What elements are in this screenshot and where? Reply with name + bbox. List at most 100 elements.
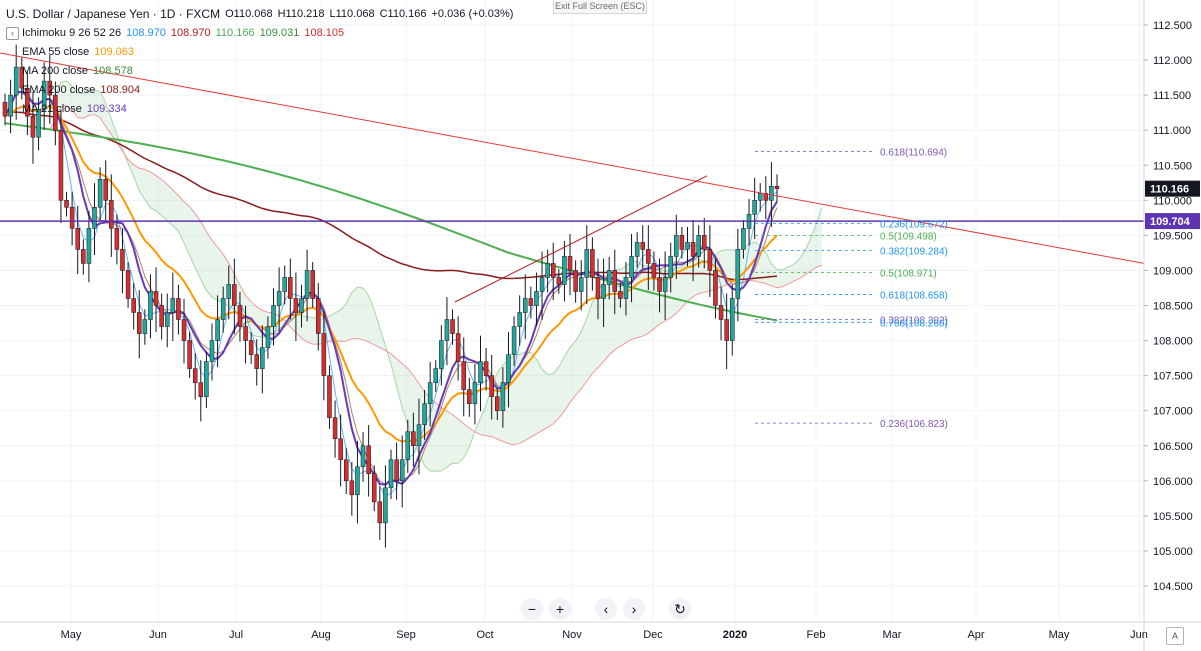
candle-body xyxy=(265,326,271,348)
candle-body xyxy=(220,298,226,320)
indicator-row[interactable]: Ichimoku 9 26 52 26 108.970 108.970 110.166… xyxy=(6,24,518,43)
y-tick-label: 111.500 xyxy=(1153,90,1191,102)
zoom-out-button[interactable]: − xyxy=(521,598,543,620)
candle-body xyxy=(360,445,366,468)
indicator-value: 108.970 xyxy=(126,27,166,39)
candle-body xyxy=(120,249,125,271)
candle-body xyxy=(260,347,265,369)
candle-body xyxy=(769,186,774,201)
indicator-value: 109.031 xyxy=(259,27,300,39)
indicator-value: 109.063 xyxy=(94,46,135,58)
collapse-legend-icon[interactable]: ‹ xyxy=(6,27,19,40)
ohlc-close: C110.166 xyxy=(379,8,427,20)
candle-body xyxy=(232,284,237,306)
candle-body xyxy=(433,368,439,383)
scroll-right-button[interactable]: › xyxy=(623,598,645,620)
candle-body xyxy=(310,270,315,299)
candle-body xyxy=(2,101,8,117)
candle-body xyxy=(461,361,466,390)
candle-body xyxy=(97,179,103,208)
candle-body xyxy=(584,249,590,278)
y-tick-label: 110.500 xyxy=(1153,160,1192,172)
x-tick-label: Feb xyxy=(807,629,826,641)
indicator-value: 109.334 xyxy=(86,103,127,115)
candle-body xyxy=(153,291,159,306)
candle-body xyxy=(276,291,282,306)
fib-level-label: 0.382(109.284) xyxy=(880,247,948,258)
x-tick-label: Oct xyxy=(476,629,493,641)
candle-body xyxy=(483,361,489,376)
candle-body xyxy=(573,270,578,292)
y-tick-label: 109.000 xyxy=(1153,265,1193,277)
candle-body xyxy=(30,115,36,138)
candle-body xyxy=(640,242,645,250)
scroll-left-button[interactable]: ‹ xyxy=(595,598,617,620)
candle-body xyxy=(662,277,668,292)
ascending-trendline xyxy=(454,175,708,303)
candle-body xyxy=(495,396,500,411)
x-tick-label: Dec xyxy=(643,629,663,641)
candle-body xyxy=(500,382,506,411)
candle-body xyxy=(192,368,198,383)
zoom-in-button[interactable]: + xyxy=(549,598,571,620)
indicator-name: MA 200 close xyxy=(22,65,89,77)
indicator-name: EMA 55 close xyxy=(22,46,90,58)
candle-body xyxy=(724,319,729,341)
candle-body xyxy=(763,193,769,201)
candle-body xyxy=(371,473,377,503)
candle-body xyxy=(601,284,606,299)
candle-body xyxy=(606,270,612,285)
candle-body xyxy=(612,270,618,292)
candle-body xyxy=(288,277,293,299)
candle-body xyxy=(439,340,444,369)
x-tick-label: Apr xyxy=(967,629,984,641)
candle-body xyxy=(343,459,349,482)
x-tick-label: May xyxy=(61,629,82,641)
y-tick-label: 108.000 xyxy=(1153,336,1193,348)
exit-fullscreen-button[interactable]: Exit Full Screen (ESC) xyxy=(553,0,647,14)
price-axis[interactable]: 112.500 112.000 111.500 111.000 110.500 110.0… xyxy=(1143,0,1200,651)
candle-body xyxy=(377,501,383,524)
candle-body xyxy=(595,277,601,299)
indicator-row[interactable]: EMA 55 close 109.063 xyxy=(6,43,518,62)
fib-level-label: 0.5(109.498) xyxy=(880,232,937,243)
candle-body xyxy=(472,382,478,404)
indicator-row[interactable]: MA 200 close 108.578 xyxy=(6,62,518,81)
y-tick-label: 105.000 xyxy=(1153,546,1193,558)
candle-body xyxy=(578,277,584,292)
candle-body xyxy=(651,263,657,278)
candle-body xyxy=(355,466,360,496)
y-tick-label: 104.500 xyxy=(1153,581,1193,593)
y-tick-label: 112.000 xyxy=(1153,55,1192,67)
candle-body xyxy=(567,256,573,271)
candle-body xyxy=(366,445,371,475)
candle-body xyxy=(248,340,254,355)
symbol-row: U.S. Dollar / Japanese Yen · 1D · FXCM O… xyxy=(6,5,518,24)
indicator-row[interactable]: EMA 200 close 108.904 xyxy=(6,81,518,100)
support-price-label: 109.704 xyxy=(1150,216,1191,228)
candle-body xyxy=(556,277,562,285)
candle-body xyxy=(327,375,332,418)
candle-body xyxy=(517,312,522,327)
candle-body xyxy=(444,319,450,341)
indicator-row[interactable]: MA 21 close 109.334 xyxy=(6,100,518,119)
x-tick-label: Mar xyxy=(883,629,902,641)
trendline-drawings xyxy=(0,52,1145,303)
candle-body xyxy=(187,340,192,369)
candle-body xyxy=(623,277,629,299)
reset-chart-button[interactable]: ↻ xyxy=(669,598,691,620)
candle-body xyxy=(204,361,209,397)
auto-scale-button[interactable]: A xyxy=(1166,627,1184,645)
x-tick-label: May xyxy=(1049,629,1070,641)
candle-body xyxy=(713,270,718,306)
candle-body xyxy=(271,305,276,327)
candle-body xyxy=(316,298,321,334)
candle-body xyxy=(707,249,713,271)
time-axis[interactable]: May Jun Jul Aug Sep Oct Nov Dec 2020 Feb Mar Apr May… xyxy=(0,621,1201,641)
x-tick-label: Jun xyxy=(1130,629,1148,641)
candle-body xyxy=(53,94,58,131)
candle-body xyxy=(254,354,259,369)
candle-body xyxy=(489,375,494,397)
candle-body xyxy=(58,129,64,201)
